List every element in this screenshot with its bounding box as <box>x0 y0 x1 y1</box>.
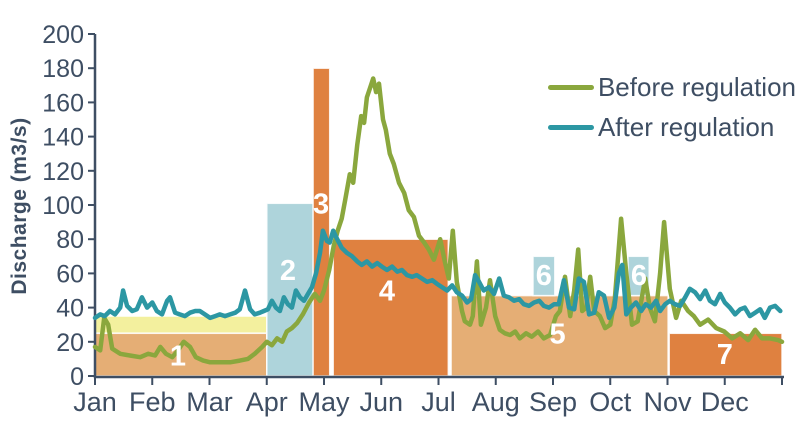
month-label-jan: Jan <box>73 387 117 417</box>
month-label-jun: Jun <box>359 387 403 417</box>
y-tick-label-60: 60 <box>56 260 84 288</box>
y-tick-label-40: 40 <box>56 295 84 323</box>
month-label-mar: Mar <box>186 387 233 417</box>
region-4 <box>332 238 450 377</box>
region-label-6b: 6 <box>631 260 647 292</box>
y-tick-label-120: 120 <box>42 158 84 186</box>
y-tick-label-0: 0 <box>70 363 84 391</box>
region-3 <box>312 67 331 377</box>
after-regulation-line <box>92 228 783 321</box>
month-label-dec: Dec <box>701 387 749 417</box>
month-label-feb: Feb <box>129 387 176 417</box>
region-label-7: 7 <box>717 339 733 371</box>
after-regulation-line-swatch <box>547 125 594 130</box>
before-regulation-line-swatch <box>547 85 594 90</box>
region-label-5: 5 <box>550 318 566 350</box>
y-tick-label-20: 20 <box>56 329 84 357</box>
month-label-nov: Nov <box>643 387 692 417</box>
y-tick-label-200: 200 <box>42 21 84 49</box>
month-label-aug: Aug <box>472 387 520 417</box>
month-label-may: May <box>298 387 350 417</box>
legend-item-before-regulation: Before regulation <box>547 72 796 103</box>
region-label-1: 1 <box>170 341 186 373</box>
region-6a <box>532 255 556 297</box>
region-label-2: 2 <box>280 255 296 287</box>
month-label-apr: Apr <box>246 387 288 417</box>
before-regulation-line <box>92 76 785 365</box>
legend-item-after-regulation: After regulation <box>547 112 796 143</box>
month-label-jul: Jul <box>421 387 456 417</box>
y-tick-label-140: 140 <box>42 124 84 152</box>
month-label-sep: Sep <box>529 387 577 417</box>
region-band-low-winter <box>94 315 268 334</box>
region-label-4: 4 <box>379 276 395 308</box>
legend-label-before-regulation: Before regulation <box>597 72 796 102</box>
region-label-3: 3 <box>313 188 329 220</box>
y-tick-label-100: 100 <box>42 192 84 220</box>
y-tick-label-80: 80 <box>56 226 84 254</box>
region-label-6a: 6 <box>536 260 552 292</box>
region-2 <box>266 202 314 377</box>
y-axis-title: Discharge (m3/s) <box>8 117 31 295</box>
month-label-oct: Oct <box>589 387 632 417</box>
legend: Before regulation After regulation <box>547 72 796 143</box>
y-tick-label-180: 180 <box>42 55 84 83</box>
y-tick-label-160: 160 <box>42 89 84 117</box>
legend-label-after-regulation: After regulation <box>597 112 775 142</box>
